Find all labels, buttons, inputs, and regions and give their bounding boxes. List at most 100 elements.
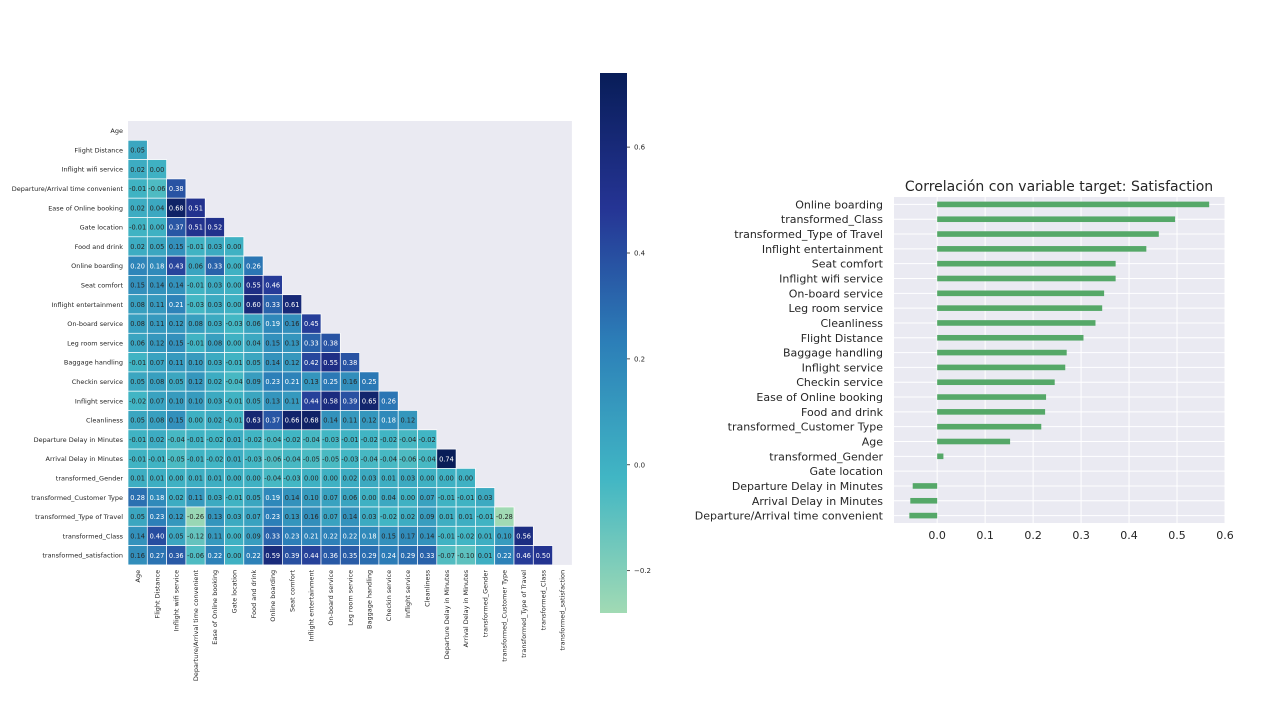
heatmap-cell-label: 0.00 [439, 475, 454, 483]
heatmap-cell-label: -0.05 [168, 455, 185, 463]
heatmap-cell-label: 0.33 [265, 532, 280, 540]
heatmap-cell-label: 0.02 [208, 417, 223, 425]
heatmap-cell-label: 0.37 [169, 224, 184, 232]
heatmap-cell-label: -0.02 [129, 397, 146, 405]
heatmap-cell-label: 0.06 [130, 339, 145, 347]
heatmap-cell-label: 0.02 [208, 378, 223, 386]
heatmap-cell-label: -0.03 [284, 475, 301, 483]
heatmap-col-label-baggage-handling: Baggage handling [366, 570, 374, 629]
bar-category-label-baggage-handling: Baggage handling [783, 347, 883, 360]
heatmap-cell-label: 0.18 [150, 494, 165, 502]
heatmap-cell-label: 0.14 [265, 359, 280, 367]
heatmap-cell-label: -0.02 [206, 455, 223, 463]
colorbar-tick-label: 0.6 [634, 144, 646, 152]
bar-category-label-arrival-delay-in-minutes: Arrival Delay in Minutes [752, 495, 883, 508]
heatmap-cell-label: 0.12 [150, 339, 165, 347]
bar-seat-comfort [937, 260, 1116, 267]
heatmap-cell-label: -0.01 [129, 185, 146, 193]
heatmap-cell-label: 0.13 [304, 378, 319, 386]
heatmap-cell-label: 0.61 [285, 301, 300, 309]
bar-inflight-service [937, 364, 1066, 371]
heatmap-cell-label: 0.01 [188, 475, 203, 483]
heatmap-cell-label: 0.01 [227, 455, 242, 463]
heatmap-cell-label: 0.63 [246, 417, 261, 425]
bar-category-label-flight-distance: Flight Distance [801, 332, 884, 345]
heatmap-col-label-arrival-delay-in-minutes: Arrival Delay in Minutes [462, 569, 470, 647]
heatmap-cell-label: 0.09 [246, 378, 261, 386]
heatmap-cell-label: 0.00 [227, 475, 242, 483]
colorbar-tick-label: 0.2 [634, 355, 645, 363]
heatmap-row-label-transformed-satisfaction: transformed_satisfaction [42, 552, 123, 560]
heatmap-cell-label: 0.05 [130, 513, 145, 521]
bar-arrival-delay-in-minutes [910, 497, 938, 504]
heatmap-cell-label: -0.04 [168, 436, 185, 444]
heatmap-cell-label: 0.10 [497, 532, 512, 540]
heatmap-cell-label: 0.07 [323, 494, 338, 502]
heatmap-cell-label: 0.44 [304, 552, 319, 560]
heatmap-cell-label: 0.40 [150, 532, 165, 540]
bar-departure-delay-in-minutes [912, 483, 938, 489]
heatmap-cell-label: 0.08 [208, 339, 223, 347]
bar-departure-arrival-time-convenient [909, 512, 938, 519]
heatmap-cell-label: 0.00 [227, 301, 242, 309]
heatmap-row-label-gate-location: Gate location [80, 224, 123, 232]
heatmap-cell-label: 0.14 [323, 417, 338, 425]
heatmap-cell-label: 0.13 [265, 397, 280, 405]
correlation-heatmap: 0.050.02 0.00-0.01 -0.06 0.380.02 0.04 0.68 0.… [12, 121, 572, 681]
heatmap-cell-label: 0.11 [150, 301, 165, 309]
heatmap-cell-label: 0.26 [246, 262, 261, 270]
bar-category-label-inflight-wifi-service: Inflight wifi service [779, 273, 883, 286]
heatmap-col-label-transformed-customer-type: transformed_Customer Type [501, 570, 509, 662]
heatmap-row-label-cleanliness: Cleanliness [86, 417, 124, 425]
heatmap-cell-label: 0.38 [323, 339, 338, 347]
heatmap-cell-label: 0.02 [343, 475, 358, 483]
heatmap-cell-label: 0.12 [169, 513, 184, 521]
heatmap-cell-label: -0.04 [264, 475, 281, 483]
heatmap-cell-label: -0.01 [457, 494, 474, 502]
heatmap-cell-label: 0.00 [169, 475, 184, 483]
bar-category-label-transformed-type-of-travel: transformed_Type of Travel [734, 228, 883, 241]
heatmap-cell-label: -0.04 [399, 436, 416, 444]
heatmap-cell-label: -0.02 [380, 436, 397, 444]
heatmap-colorbar: 0.6 0.4 0.2 0.0 −0.2 [600, 73, 651, 613]
heatmap-cell-label: 0.14 [169, 282, 184, 290]
heatmap-cell-label: 0.00 [420, 475, 435, 483]
bar-inflight-wifi-service [937, 275, 1116, 282]
heatmap-cell-label: 0.12 [188, 378, 203, 386]
heatmap-cell-label: -0.03 [322, 436, 339, 444]
heatmap-cell-label: 0.08 [150, 417, 165, 425]
bar-category-label-ease-of-online-booking: Ease of Online booking [756, 391, 883, 404]
heatmap-cell-label: 0.21 [285, 378, 300, 386]
heatmap-cell-label: 0.06 [188, 262, 203, 270]
heatmap-cell-label: -0.07 [438, 552, 455, 560]
heatmap-cell-label: 0.00 [150, 224, 165, 232]
heatmap-cell-label: 0.03 [227, 513, 242, 521]
heatmap-cell-label: -0.02 [419, 436, 436, 444]
target-correlation-bar-chart: Correlación con variable target: Satisfa… [695, 179, 1234, 542]
heatmap-cell-label: 0.03 [362, 513, 377, 521]
heatmap-cell-label: -0.01 [226, 397, 243, 405]
heatmap-cell-label: 0.36 [169, 552, 184, 560]
heatmap-cell-label: -0.04 [226, 378, 243, 386]
heatmap-cell-label: 0.00 [323, 475, 338, 483]
heatmap-cell-label: -0.01 [226, 359, 243, 367]
heatmap-cell-label: 0.05 [130, 146, 145, 154]
bar-on-board-service [937, 290, 1105, 297]
heatmap-cell-label: 0.06 [246, 320, 261, 328]
heatmap-col-label-inflight-entertainment: Inflight entertainment [308, 569, 316, 641]
heatmap-cell-label: 0.36 [323, 552, 338, 560]
heatmap-col-label-flight-distance: Flight Distance [153, 570, 161, 619]
heatmap-cell-label: 0.06 [343, 494, 358, 502]
colorbar-tick-label: 0.4 [634, 250, 646, 258]
heatmap-cell-label: 0.05 [150, 243, 165, 251]
heatmap-cell-label: 0.03 [401, 475, 416, 483]
heatmap-cell-label: -0.01 [438, 532, 455, 540]
bar-transformed-customer-type [937, 423, 1042, 430]
heatmap-cell-label: 0.22 [323, 532, 338, 540]
heatmap-cell-label: 0.00 [150, 166, 165, 174]
bar-leg-room-service [937, 305, 1103, 311]
heatmap-cell-label: 0.10 [304, 494, 319, 502]
heatmap-cell-label: 0.39 [343, 397, 358, 405]
heatmap-cell-label: -0.04 [303, 436, 320, 444]
heatmap-cell-label: 0.04 [150, 204, 165, 212]
